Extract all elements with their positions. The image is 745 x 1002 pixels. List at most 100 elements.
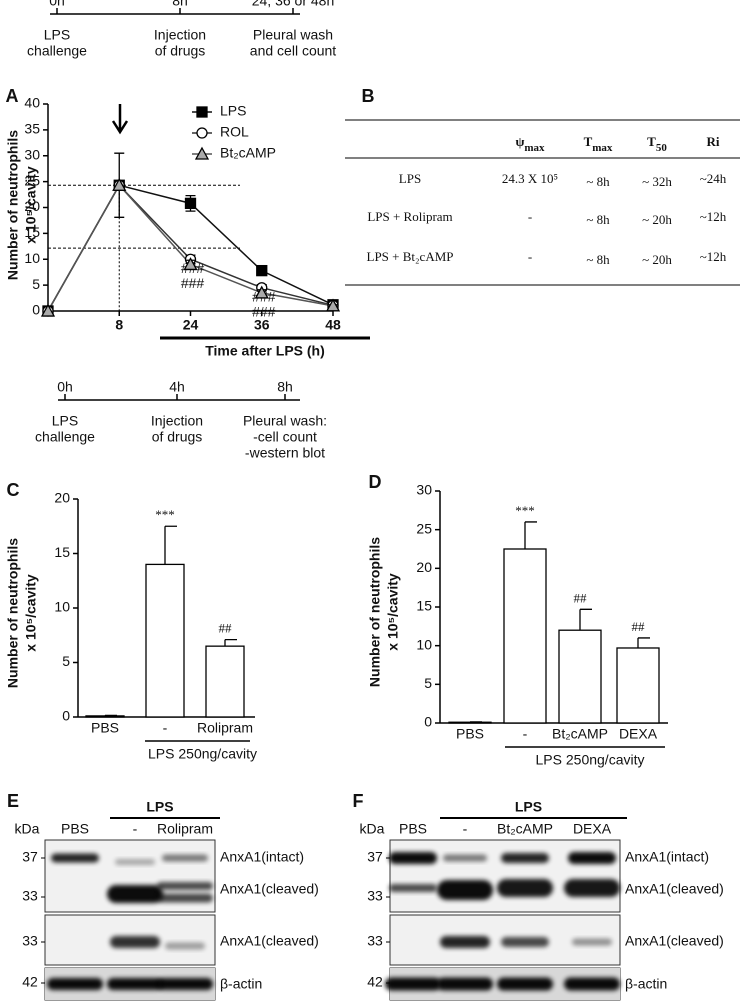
band-label: AnxA1(cleaved)	[625, 881, 724, 897]
y-tick-label: 10	[24, 250, 40, 266]
band	[501, 937, 549, 947]
legend-label: Bt₂cAMP	[220, 145, 276, 161]
annotation: ##	[632, 619, 646, 634]
x-tick-label: 36	[254, 317, 270, 333]
lane-label: -	[133, 821, 138, 837]
error-bar	[524, 521, 537, 549]
table-cell: -	[528, 249, 532, 264]
band-label: AnxA1(intact)	[625, 849, 709, 865]
table-cell: ~12h	[700, 249, 727, 264]
table-cell: LPS + Rolipram	[367, 209, 452, 224]
column-header: ψmax	[515, 134, 545, 154]
x-tick-label: -	[163, 720, 168, 736]
y-tick-label: 30	[416, 482, 432, 498]
event-label: Injection	[154, 27, 206, 43]
band	[572, 938, 612, 946]
y-tick-label: 10	[416, 636, 432, 652]
band	[440, 936, 490, 948]
group-label: LPS 250ng/cavity	[536, 752, 645, 768]
time-label: 8h	[277, 379, 293, 395]
event-label: -western blot	[245, 445, 325, 461]
band	[157, 978, 213, 990]
time-label: 0h	[57, 379, 73, 395]
panel-label: D	[369, 472, 382, 492]
table-cell: -	[528, 209, 532, 224]
y-axis-label: x 10⁵/cavity	[23, 166, 39, 244]
table-cell: LPS + Bt₂cAMP	[367, 249, 454, 264]
y-tick-label: 5	[62, 653, 70, 669]
y-tick-label: 35	[24, 121, 40, 137]
band-label: AnxA1(cleaved)	[220, 933, 319, 949]
y-tick-label: 30	[24, 146, 40, 162]
y-tick-label: 0	[424, 714, 432, 730]
x-tick-label: DEXA	[619, 726, 658, 742]
error-bar	[579, 608, 592, 631]
marker	[183, 257, 198, 271]
bar	[205, 645, 245, 718]
bar	[145, 563, 185, 718]
x-tick-label: 8	[115, 317, 123, 333]
band	[51, 853, 99, 863]
x-tick-label: -	[523, 726, 528, 742]
table-cell: ~ 8h	[586, 212, 610, 227]
band	[497, 977, 553, 991]
header-main: ψ	[515, 134, 524, 149]
lane-label: Bt₂cAMP	[497, 821, 553, 837]
marker	[112, 177, 127, 191]
y-tick-label: 0	[32, 302, 40, 318]
event-label: of drugs	[152, 429, 203, 445]
annotation: ###	[181, 275, 205, 291]
band	[389, 884, 437, 892]
y-tick-label: 25	[416, 520, 432, 536]
kda-marker: 37	[367, 849, 383, 865]
bar	[85, 715, 125, 718]
event-label: and cell count	[250, 43, 337, 59]
kda-marker: 37	[22, 849, 38, 865]
y-axis-label: Number of neutrophils	[5, 130, 21, 280]
y-tick-label: 15	[416, 598, 432, 614]
panel-label: A	[6, 86, 19, 106]
annotation: ###	[252, 304, 276, 320]
kda-marker: 33	[22, 888, 38, 904]
header-sub: max	[524, 142, 545, 154]
kda-marker: 42	[367, 974, 383, 990]
kda-label: kDa	[15, 821, 40, 837]
band-label: β-actin	[220, 976, 262, 992]
y-tick-label: 5	[32, 276, 40, 292]
band-label: AnxA1(intact)	[220, 849, 304, 865]
table-cell: ~ 20h	[642, 212, 672, 227]
legend-label: LPS	[220, 103, 246, 119]
event-label: -cell count	[253, 429, 317, 445]
band	[564, 977, 620, 991]
y-tick-label: 10	[54, 599, 70, 615]
event-label: Pleural wash	[253, 27, 333, 43]
kda-marker: 33	[22, 933, 38, 949]
band	[157, 893, 213, 903]
annotation: ***	[155, 507, 175, 522]
kda-label: kDa	[360, 821, 385, 837]
marker	[184, 197, 197, 210]
bar	[448, 721, 492, 724]
event-label: Injection	[151, 413, 203, 429]
event-label: challenge	[35, 429, 95, 445]
band	[107, 885, 163, 903]
y-tick-label: 15	[24, 224, 40, 240]
column-header: Ri	[707, 134, 720, 149]
band	[568, 852, 616, 864]
x-axis-label: Time after LPS (h)	[205, 343, 325, 359]
band	[165, 942, 205, 950]
event-label: Pleural wash:	[243, 413, 327, 429]
marker	[325, 298, 341, 312]
time-label: 8h	[172, 0, 188, 9]
time-label: 24, 36 or 48h	[252, 0, 335, 9]
header-sub: 50	[656, 142, 668, 154]
panel-label: F	[353, 791, 364, 811]
panel-label: C	[7, 480, 20, 500]
lane-label: -	[463, 821, 468, 837]
blot-panel	[389, 839, 621, 913]
legend-marker	[196, 127, 208, 139]
x-tick-label: 24	[183, 317, 199, 333]
table-cell: ~ 32h	[642, 174, 672, 189]
panel-label: B	[362, 86, 375, 106]
